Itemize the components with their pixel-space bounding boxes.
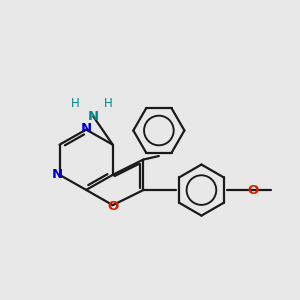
Text: N: N [88, 110, 99, 123]
Text: N: N [81, 122, 92, 135]
Text: N: N [52, 168, 63, 181]
Text: H: H [71, 98, 80, 110]
Text: H: H [104, 98, 113, 110]
Text: O: O [247, 184, 258, 196]
Text: O: O [107, 200, 118, 213]
